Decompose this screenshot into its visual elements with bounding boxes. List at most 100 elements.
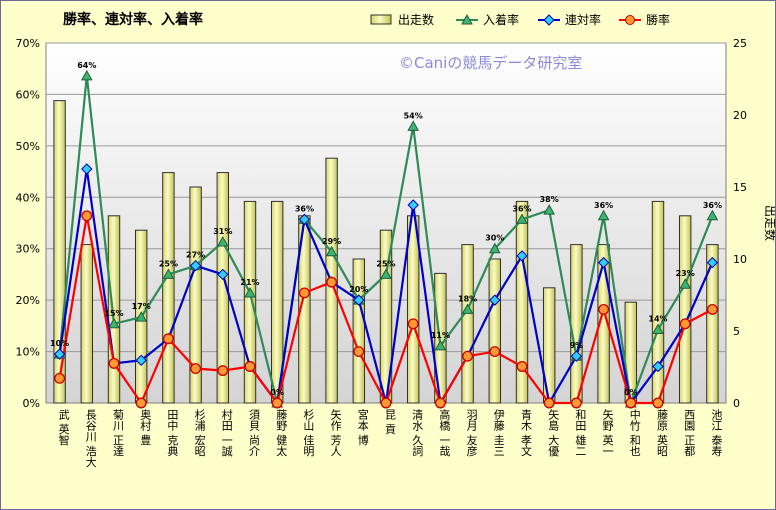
x-tick-label: 中竹 和也 <box>628 409 641 457</box>
bar-出走数 <box>597 244 610 404</box>
data-label: 10% <box>50 339 69 348</box>
bar-出走数 <box>53 100 66 404</box>
x-tick-label: 須貝 尚介 <box>248 409 261 457</box>
data-label: 36% <box>703 201 722 210</box>
x-tick-label: 藤野 健太 <box>275 409 288 457</box>
x-tick-label: 矢作 芳人 <box>329 408 342 457</box>
data-label: 36% <box>594 201 613 210</box>
marker-入着率 <box>434 339 447 351</box>
marker-入着率 <box>380 268 392 279</box>
legend-marker <box>543 14 555 26</box>
x-tick-label: 村田 一誠 <box>220 408 233 457</box>
data-label: 17% <box>132 302 151 311</box>
marker-入着率 <box>216 235 229 247</box>
legend-item-勝率: 勝率 <box>619 12 670 27</box>
x-tick-label: 矢島 大優 <box>547 408 560 457</box>
data-label: 30% <box>485 234 504 243</box>
bar-出走数 <box>488 258 502 404</box>
legend-marker <box>625 15 635 25</box>
data-label: 36% <box>512 204 531 213</box>
legend-marker <box>461 13 473 25</box>
marker-連対率 <box>516 250 528 262</box>
bar-出走数 <box>706 244 719 404</box>
marker-入着率 <box>244 286 256 298</box>
x-tick-label: 菊川 正達 <box>112 409 125 457</box>
y-left-tick: 40% <box>16 191 40 204</box>
marker-入着率 <box>108 317 120 329</box>
data-label: 25% <box>159 259 178 268</box>
data-label: 54% <box>404 111 423 120</box>
x-tick-label: 青木 孝文 <box>520 409 533 457</box>
legend-label: 勝率 <box>646 12 670 27</box>
y-right-tick: 10 <box>733 253 747 266</box>
bar-出走数 <box>352 258 366 404</box>
marker-連対率 <box>407 199 419 211</box>
legend-item-入着率: 入着率 <box>456 12 519 27</box>
marker-連対率 <box>489 294 501 306</box>
x-tick-label: 武 英智 <box>57 409 70 446</box>
data-label: 0% <box>624 388 638 397</box>
y-right-tick: 15 <box>733 181 747 194</box>
y-right-tick: 5 <box>733 325 740 338</box>
marker-勝率 <box>462 350 474 362</box>
marker-入着率 <box>516 213 528 224</box>
data-label: 27% <box>186 251 205 260</box>
bar-出走数 <box>243 200 257 404</box>
data-label: 15% <box>104 309 123 318</box>
x-tick-label: 長谷川 浩大 <box>84 409 97 468</box>
marker-入着率 <box>407 120 420 131</box>
marker-勝率 <box>489 346 501 358</box>
legend-swatch <box>370 14 392 25</box>
data-label: 36% <box>295 204 314 213</box>
x-tick-label: 杉山 佳明 <box>302 408 315 457</box>
data-label: 23% <box>676 269 695 278</box>
marker-入着率 <box>706 209 719 221</box>
x-tick-label: 宮本 博 <box>356 408 369 446</box>
data-label: 29% <box>322 237 341 246</box>
y-left-tick: 30% <box>16 243 40 256</box>
data-label: 38% <box>540 195 559 204</box>
marker-連対率 <box>81 163 93 175</box>
marker-勝率 <box>407 318 419 330</box>
chart-title: 勝率、連対率、入着率 <box>63 11 203 28</box>
y-left-tick: 50% <box>16 140 40 153</box>
marker-入着率 <box>543 204 556 215</box>
marker-入着率 <box>135 311 148 322</box>
marker-勝率 <box>625 397 637 409</box>
marker-勝率 <box>244 361 256 372</box>
x-tick-label: 藤原 英昭 <box>656 409 669 457</box>
marker-連対率 <box>570 350 583 362</box>
marker-勝率 <box>706 303 718 315</box>
data-label: 25% <box>376 259 395 268</box>
marker-勝率 <box>652 397 664 409</box>
bar-出走数 <box>216 172 230 404</box>
y-left-tick: 0% <box>23 397 40 410</box>
data-label: 20% <box>349 285 368 294</box>
x-tick-label: 西園 正都 <box>683 409 696 457</box>
x-tick-label: 伊藤 圭三 <box>492 409 505 457</box>
data-label: 64% <box>77 61 96 70</box>
bar-出走数 <box>570 244 583 404</box>
x-tick-label: 奥村 豊 <box>139 408 152 446</box>
legend-item-出走数: 出走数 <box>370 12 434 27</box>
bar-出走数 <box>461 244 474 404</box>
marker-勝率 <box>81 210 93 222</box>
marker-勝率 <box>516 361 528 372</box>
marker-勝率 <box>679 318 691 330</box>
marker-入着率 <box>679 278 692 289</box>
bar-出走数 <box>678 215 692 404</box>
legend-item-連対率: 連対率 <box>538 12 601 27</box>
x-tick-label: 昆 貢 <box>384 409 397 435</box>
x-tick-label: 清水 久詞 <box>411 409 424 457</box>
bar-出走数 <box>80 244 94 404</box>
bar-出走数 <box>162 172 175 404</box>
marker-勝率 <box>353 346 365 358</box>
marker-勝率 <box>108 357 120 369</box>
x-tick-label: 矢野 英一 <box>601 408 614 457</box>
data-label: 14% <box>648 314 667 323</box>
marker-入着率 <box>488 242 501 254</box>
y-right-tick: 0 <box>733 397 740 410</box>
marker-連対率 <box>353 294 365 306</box>
marker-勝率 <box>217 365 229 377</box>
x-tick-label: 和田 雄二 <box>574 409 587 457</box>
